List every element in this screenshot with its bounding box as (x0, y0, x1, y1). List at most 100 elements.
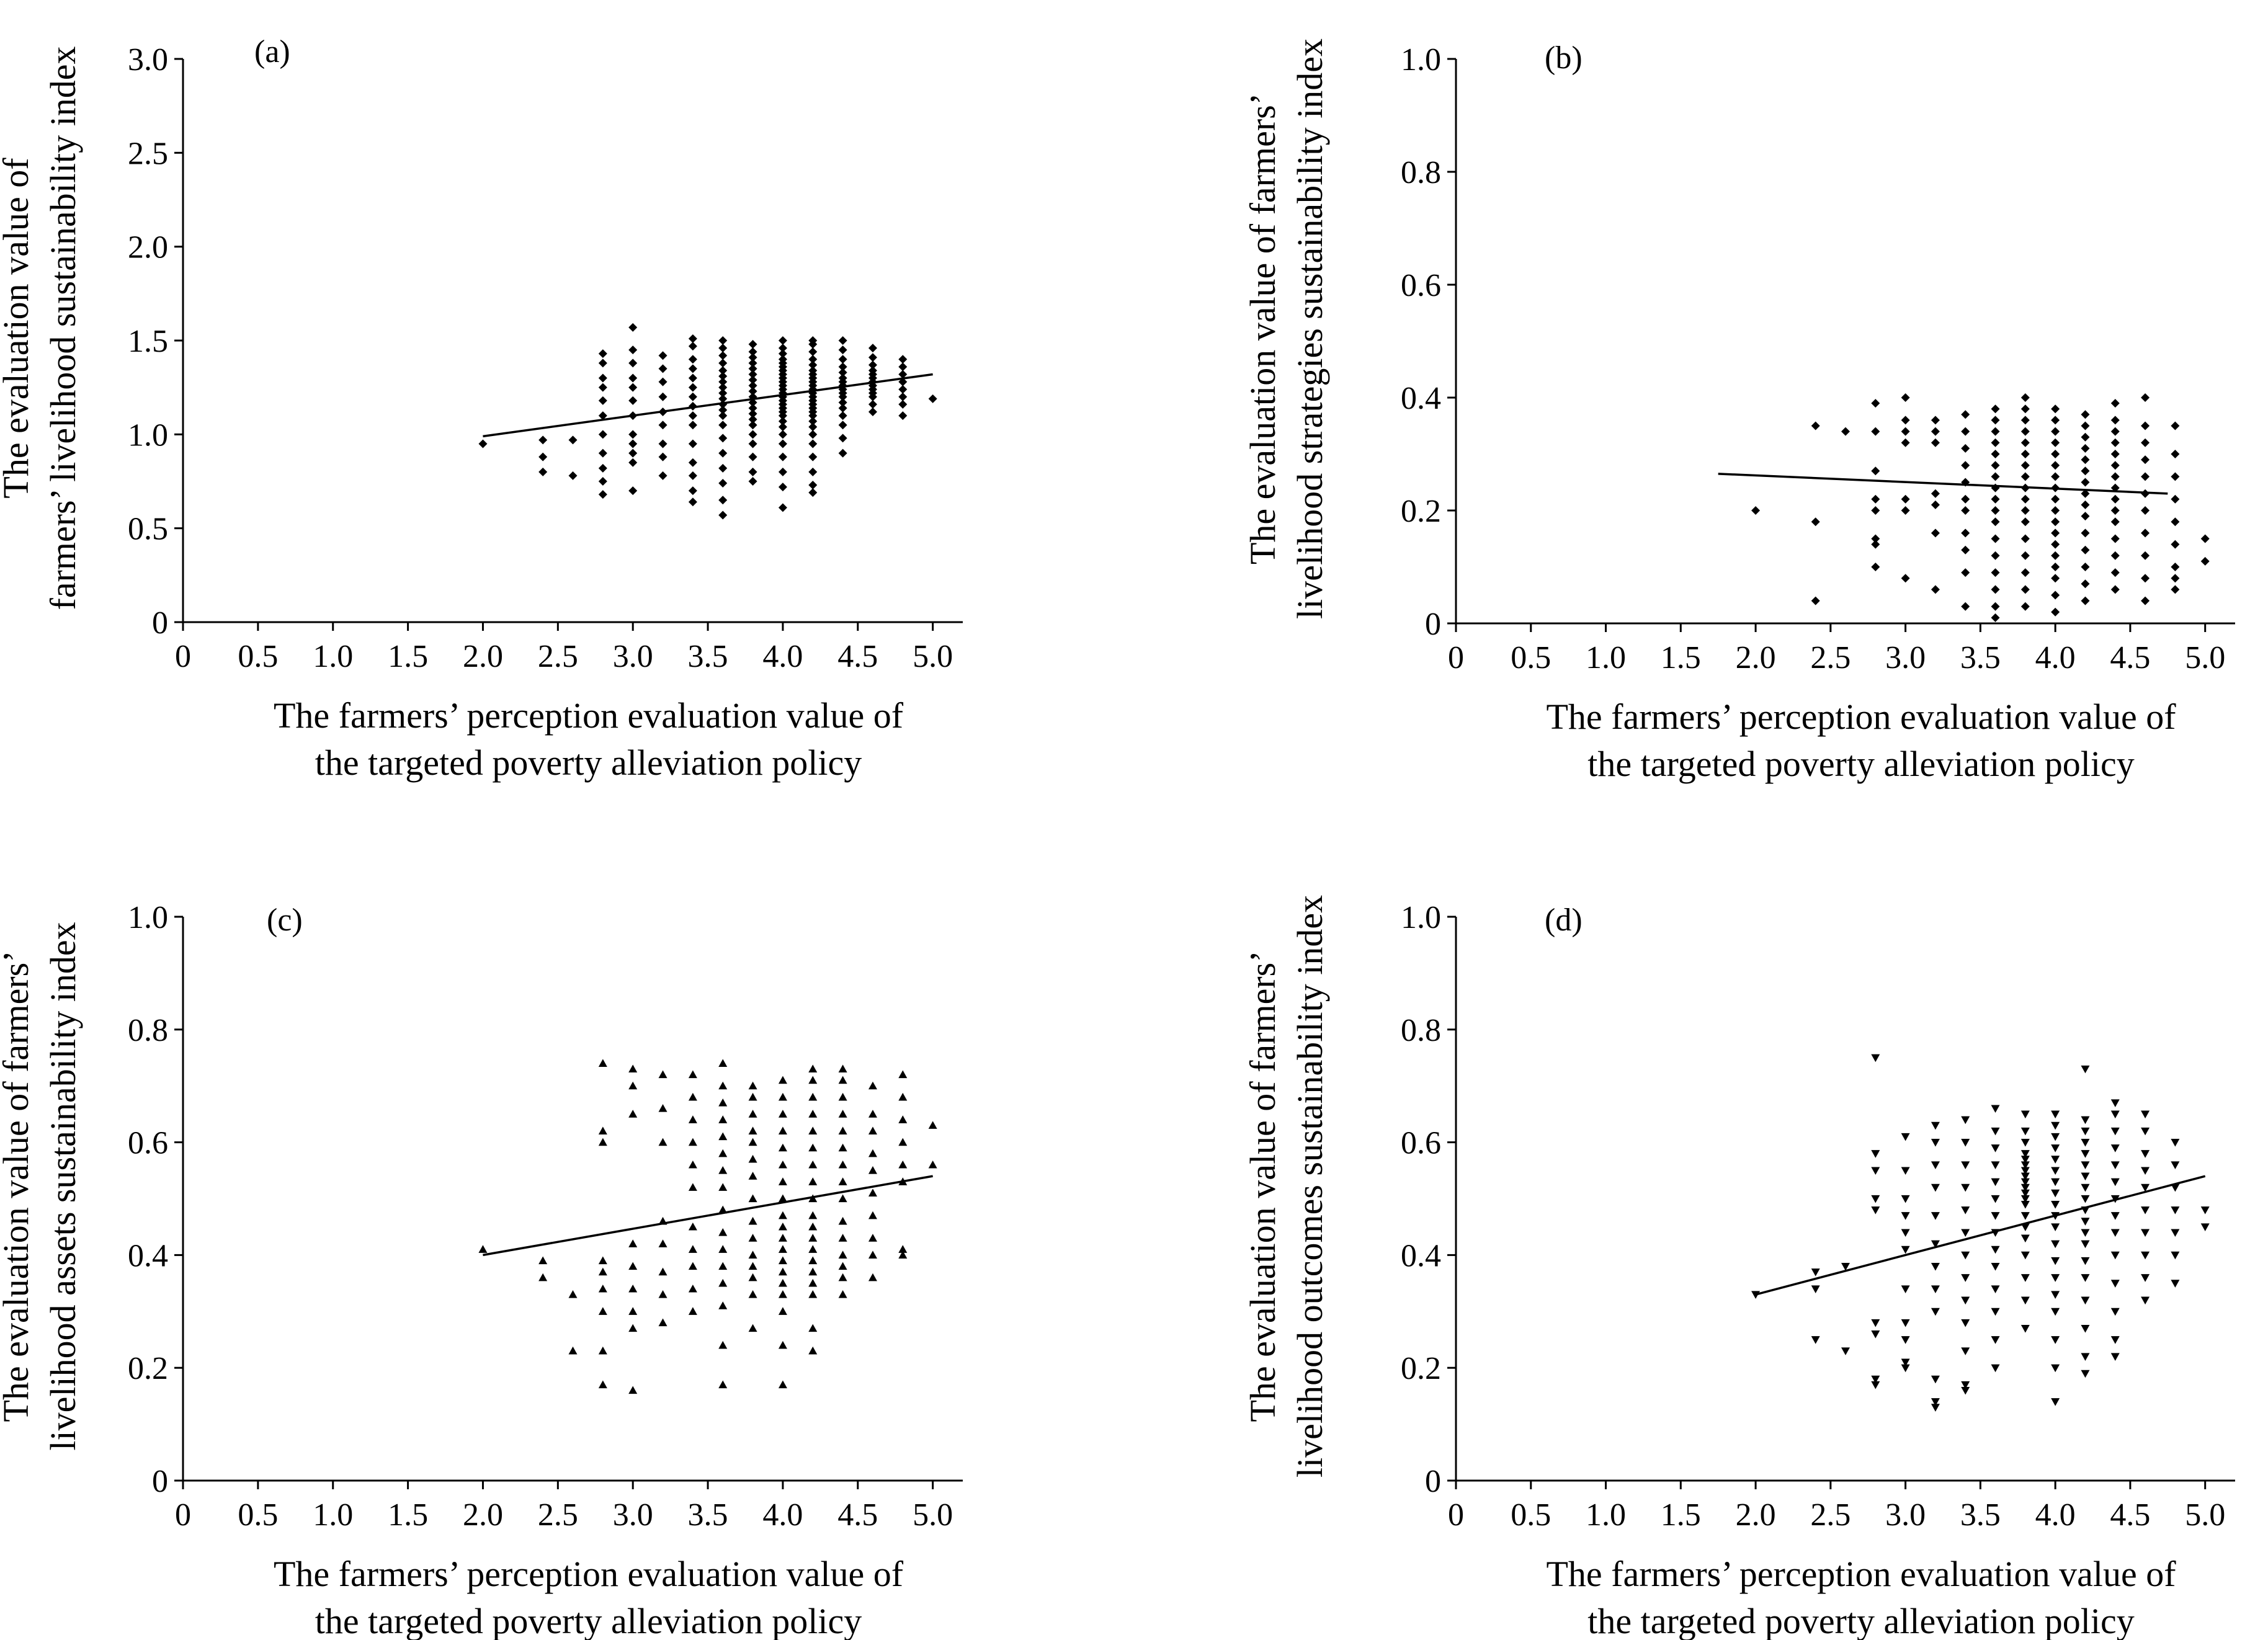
x-tick-label: 2.0 (1736, 1497, 1776, 1533)
data-point (808, 355, 818, 364)
data-point (658, 1290, 667, 1298)
data-point (1871, 427, 1880, 436)
data-point (2141, 528, 2150, 538)
data-point (1961, 1386, 1970, 1395)
data-point (838, 1092, 847, 1101)
data-point (748, 430, 757, 439)
data-point (778, 1256, 787, 1265)
data-point (2200, 556, 2210, 566)
data-point (2081, 1116, 2090, 1125)
data-point (628, 1064, 638, 1073)
data-point (2020, 1189, 2030, 1198)
data-point (478, 1245, 488, 1253)
panel-label: (c) (267, 902, 303, 938)
y-tick-label: 0.2 (128, 1351, 168, 1386)
data-point (868, 1126, 877, 1135)
data-point (1901, 393, 1910, 402)
data-point (1931, 1375, 1940, 1384)
chart-panel-c: 0 0.5 1.0 1.5 2.0 2.5 3.0 3.5 4.0 4.5 5.0 0 0.2 0.4 0.… (0, 900, 963, 1640)
y-tick-label: 1.0 (128, 900, 168, 935)
data-point (718, 1166, 728, 1174)
data-point (718, 336, 728, 345)
data-point (778, 1110, 787, 1118)
data-point (1961, 461, 1970, 470)
data-point (2081, 489, 2090, 498)
data-point (2141, 455, 2150, 465)
data-point (1811, 517, 1820, 527)
data-point (538, 435, 548, 445)
data-point (598, 1346, 607, 1355)
data-point (928, 1160, 937, 1169)
data-point (1961, 568, 1970, 577)
data-point (598, 1138, 607, 1146)
data-point (2141, 1251, 2150, 1260)
x-tick-label: 4.5 (837, 639, 878, 674)
data-point (688, 1307, 697, 1315)
data-point (598, 1380, 607, 1389)
data-point (2110, 585, 2120, 594)
data-point (748, 1324, 757, 1332)
data-point (2110, 1229, 2120, 1237)
data-point (1871, 540, 1880, 549)
data-point (2051, 517, 2060, 527)
data-point (1871, 494, 1880, 504)
x-tick-label: 3.0 (1885, 640, 1926, 675)
data-point (1871, 1167, 1880, 1175)
data-point (2171, 1251, 2180, 1260)
x-tick-label: 4.0 (2035, 1497, 2076, 1533)
data-point (2081, 1229, 2090, 1237)
data-point (1991, 1364, 2000, 1373)
data-point (838, 1262, 847, 1270)
data-point (838, 355, 847, 364)
data-point (2081, 1127, 2090, 1136)
panel-label: (a) (254, 34, 290, 69)
data-point (748, 340, 757, 349)
x-tick-label: 1.5 (388, 1497, 428, 1533)
data-point (2171, 472, 2180, 481)
x-tick-label: 4.5 (2110, 1497, 2150, 1533)
data-point (1961, 1116, 1970, 1125)
data-point (1901, 1229, 1910, 1237)
data-point (2020, 568, 2030, 577)
data-point (808, 1256, 818, 1265)
data-point (2110, 1144, 2120, 1152)
data-point (568, 1290, 578, 1298)
data-point (748, 1154, 757, 1163)
data-point (2110, 427, 2120, 436)
data-point (748, 386, 757, 396)
data-point (2171, 574, 2180, 583)
data-point (658, 471, 667, 480)
data-point (628, 430, 638, 439)
x-axis-title-line: the targeted poverty alleviation policy (1587, 1601, 2135, 1640)
x-tick-label: 5.0 (2185, 640, 2225, 675)
data-point (688, 364, 697, 373)
x-tick-label: 3.0 (613, 1497, 653, 1533)
data-point (868, 1110, 877, 1118)
data-point (1991, 1308, 2000, 1316)
data-point (2020, 1274, 2030, 1282)
data-point (898, 392, 908, 401)
data-point (718, 1340, 728, 1349)
data-point (598, 1059, 607, 1067)
data-point (628, 396, 638, 405)
axis-lines (182, 917, 963, 1482)
data-point (838, 336, 847, 345)
data-point (2020, 1251, 2030, 1260)
panel-label: (b) (1545, 40, 1583, 76)
data-point (2051, 1336, 2060, 1344)
data-point (1901, 506, 1910, 515)
data-point (688, 1115, 697, 1123)
data-point (1961, 545, 1970, 555)
data-point (598, 396, 607, 405)
data-point (838, 1177, 847, 1185)
data-point (628, 1081, 638, 1090)
x-tick-label: 5.0 (913, 1497, 953, 1533)
data-point (2051, 1133, 2060, 1141)
data-point (778, 1194, 787, 1203)
data-point (838, 362, 847, 372)
data-point (898, 1092, 908, 1101)
data-point (688, 355, 697, 364)
data-point (1841, 427, 1850, 436)
data-point (838, 373, 847, 383)
